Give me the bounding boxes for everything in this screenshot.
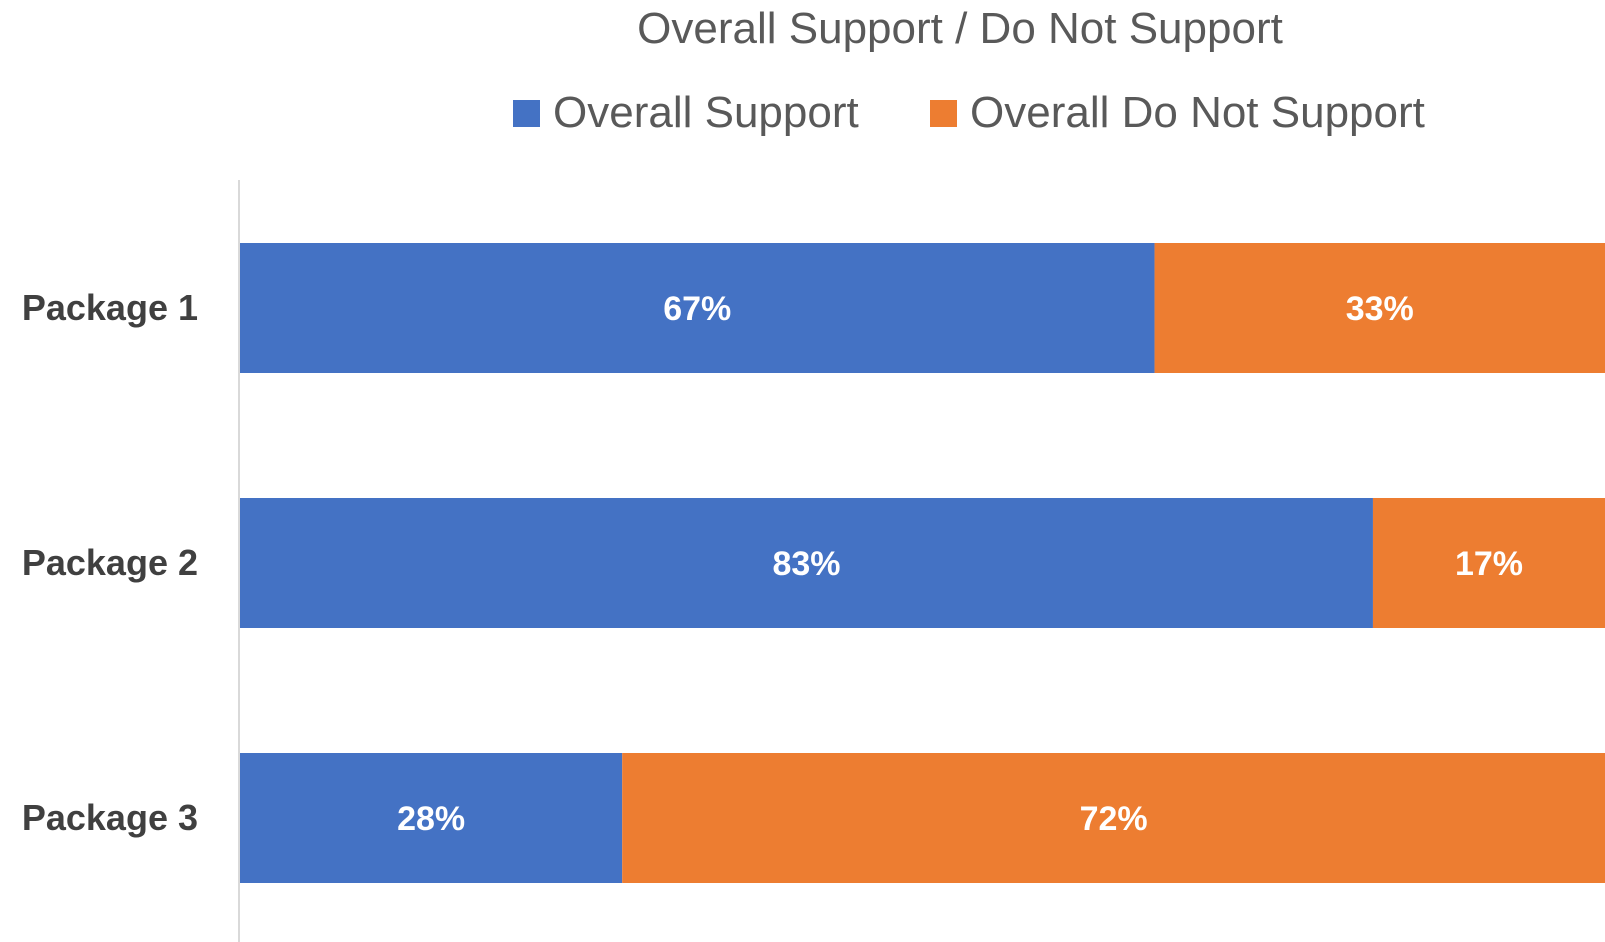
bar-segment xyxy=(240,753,623,883)
category-label: Package 2 xyxy=(22,542,198,583)
legend-label-overall-do-not-support: Overall Do Not Support xyxy=(970,88,1425,137)
data-label: 17% xyxy=(1455,545,1523,583)
category-label: Package 3 xyxy=(22,797,198,838)
category-labels: Package 1 Package 2 Package 3 xyxy=(22,287,198,838)
data-labels: 67% 33% 83% 17% 28% 72% xyxy=(397,290,1523,838)
category-label: Package 1 xyxy=(22,287,198,328)
data-label: 72% xyxy=(1080,800,1148,838)
data-label: 33% xyxy=(1346,290,1414,328)
bar-segment xyxy=(240,498,1373,628)
bars xyxy=(240,243,1605,883)
data-label: 28% xyxy=(397,800,465,838)
legend-swatch-overall-do-not-support xyxy=(930,100,957,127)
bar-segment xyxy=(1372,498,1605,628)
legend-label-overall-support: Overall Support xyxy=(553,88,859,137)
chart-title: Overall Support / Do Not Support xyxy=(637,4,1283,53)
legend: Overall Support Overall Do Not Support xyxy=(513,88,1425,137)
bar-segment xyxy=(622,753,1605,883)
bar-segment xyxy=(240,243,1155,373)
bar-segment xyxy=(1154,243,1605,373)
data-label: 83% xyxy=(772,545,840,583)
legend-swatch-overall-support xyxy=(513,100,540,127)
data-label: 67% xyxy=(663,290,731,328)
